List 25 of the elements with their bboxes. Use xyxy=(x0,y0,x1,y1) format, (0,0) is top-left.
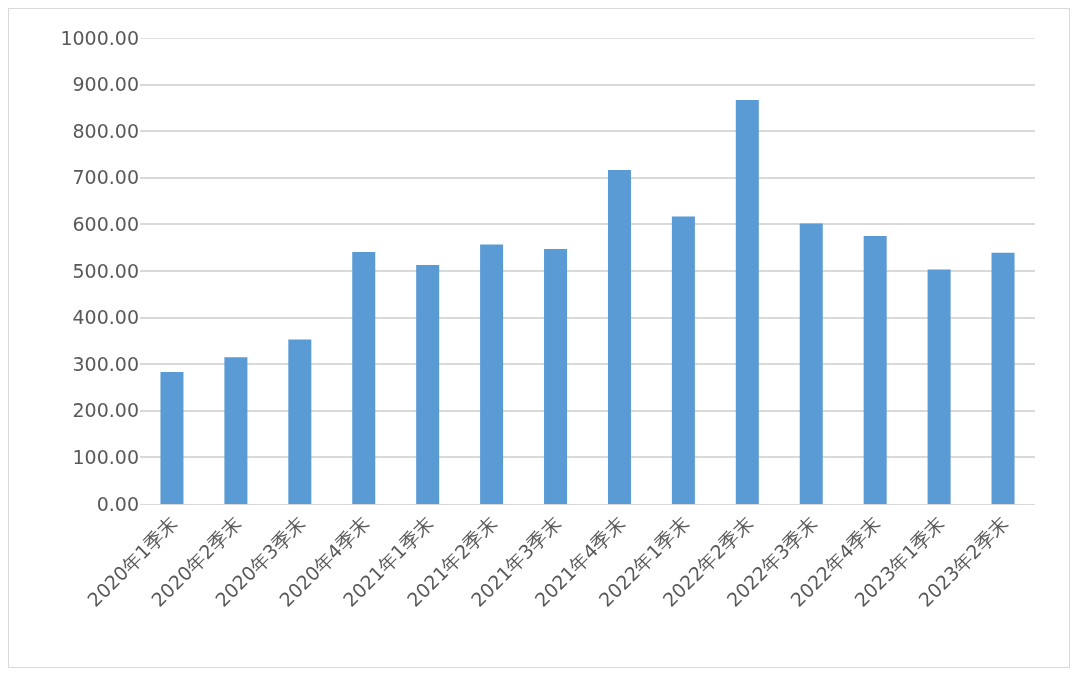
y-tick-label: 800.00 xyxy=(72,119,139,142)
bar xyxy=(416,264,440,504)
y-tick-label: 1000.00 xyxy=(60,26,139,49)
bar xyxy=(671,216,695,504)
y-tick-label: 100.00 xyxy=(72,446,139,469)
bar xyxy=(352,251,376,504)
bar xyxy=(607,169,631,504)
y-tick-label: 0.00 xyxy=(96,492,139,515)
y-tick-label: 400.00 xyxy=(72,306,139,329)
bar xyxy=(160,372,184,504)
y-tick-label: 200.00 xyxy=(72,399,139,422)
y-tick-label: 500.00 xyxy=(72,259,139,282)
bar xyxy=(799,223,823,504)
bar xyxy=(544,249,568,504)
bar xyxy=(288,339,312,504)
bar xyxy=(480,244,504,504)
y-tick-label: 700.00 xyxy=(72,166,139,189)
bar xyxy=(863,236,887,504)
y-tick-label: 600.00 xyxy=(72,213,139,236)
bar xyxy=(991,252,1015,504)
y-tick-label: 900.00 xyxy=(72,73,139,96)
bar xyxy=(224,357,248,504)
bar xyxy=(735,99,759,504)
y-tick-label: 300.00 xyxy=(72,352,139,375)
bar xyxy=(927,269,951,504)
